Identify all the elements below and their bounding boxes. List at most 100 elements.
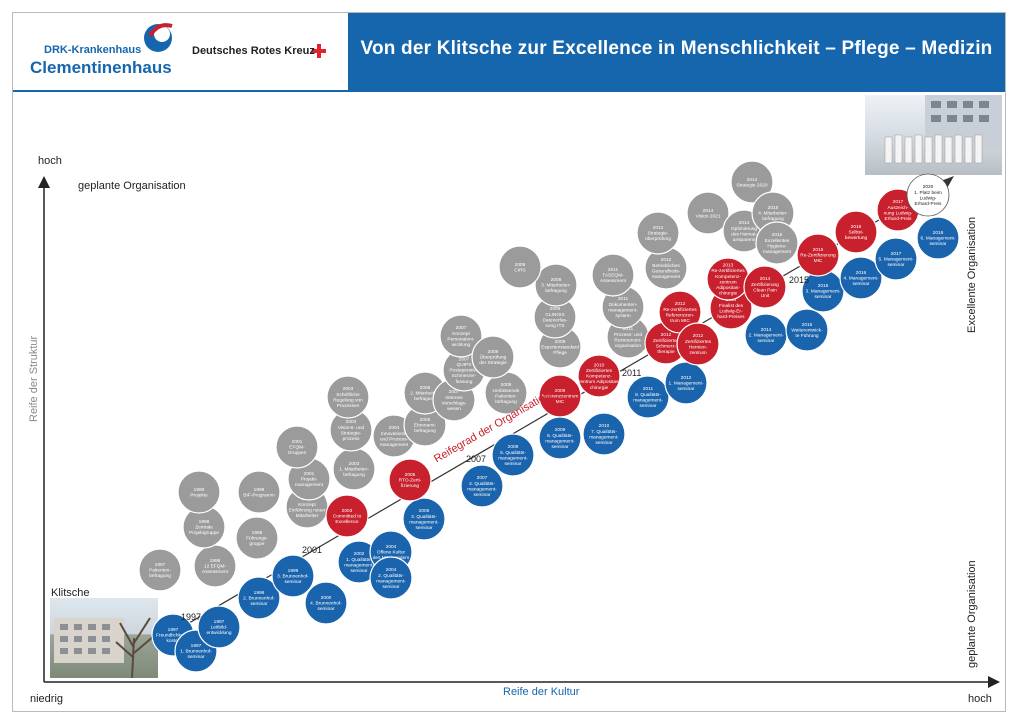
year-marker-layer: 1997 2001 2007 2011 2015 <box>181 275 809 622</box>
milestone-text: 2008 Umfassende Patienten-befragung <box>493 382 520 405</box>
milestone-circle <box>534 263 578 307</box>
logo-line-2: Clementinenhaus <box>30 58 172 77</box>
milestone-text: 2008 Überprüfung der Strategie <box>479 349 507 366</box>
milestone-text: 2012 Betriebliches Gesundheits-management <box>652 257 681 280</box>
milestone-circle <box>839 256 883 300</box>
milestone-text: 2003 1. Mitarbeiter-befragung <box>339 461 369 478</box>
milestone-circle <box>471 335 515 379</box>
milestone-red: 2016 Selbst-bewertung <box>834 210 878 254</box>
milestone-text: 2003 Visions- und Strategie-prozess <box>338 419 365 442</box>
milestone-circle <box>906 173 950 217</box>
milestone-grey: 2003 1. Mitarbeiter-befragung <box>332 447 376 491</box>
milestone-circle <box>664 361 708 405</box>
milestone-text: 2016 Selbst-bewertung <box>845 224 868 241</box>
milestone-circle <box>785 308 829 352</box>
milestone-blue: 2008 5. Qualitäts-management-seminar <box>491 433 535 477</box>
milestone-circle <box>369 556 413 600</box>
milestone-grey: 2009 CLINOIS Datenerfas-sung ITS <box>533 295 577 339</box>
milestone-text: 2010 7. Qualitäts-management-seminar <box>589 423 619 446</box>
milestone-text: 2001 Projekt-management <box>295 471 324 488</box>
milestone-grey: 1998 Projekte <box>177 470 221 514</box>
milestone-text: 2015 Re-Zertifizierung MIC <box>800 247 836 264</box>
drk-label: Deutsches Rotes Kreuz <box>192 45 315 57</box>
milestone-text: 2011 Dokumenten-management-system <box>608 296 638 319</box>
milestone-white: 2020 1. Platz beim Ludwig-Erhard-Preis <box>906 173 950 217</box>
milestone-text: 2001 EFQM-Gruppen <box>288 439 307 456</box>
milestone-blue: 2018 6. Management-seminar <box>916 216 960 260</box>
milestone-text: 2007 Konzept Personalent-wicklung <box>447 325 475 348</box>
milestone-circle <box>237 470 281 514</box>
header-band <box>348 13 1005 91</box>
milestone-red: 2009 Referenzzentrum MIC <box>538 374 582 418</box>
milestone-text: 1997 Leitbild-entwicklung <box>206 619 231 636</box>
milestone-circle <box>796 233 840 277</box>
page-title: Von der Klitsche zur Excellence in Mensc… <box>360 38 993 59</box>
logo-line-1: DRK-Krankenhaus <box>44 44 142 56</box>
milestone-grey: 2009 CIRS <box>498 245 542 289</box>
milestone-circle <box>275 425 319 469</box>
milestone-text: 2014 Vision 2021 <box>696 208 721 220</box>
milestone-circle <box>325 494 369 538</box>
milestone-circle <box>388 458 432 502</box>
year-marker: 2011 <box>622 368 641 378</box>
milestone-text: 2004 Innovations-und Prozess-management <box>380 425 409 448</box>
x-axis-title: Reife der Kultur <box>503 686 580 698</box>
year-marker: 2001 <box>302 545 322 555</box>
milestone-text: 1999 BIF-Programm <box>243 487 274 499</box>
milestone-grey: 1998 Führungs-gruppe <box>235 516 279 560</box>
milestone-text: 2012 1. Management-seminar <box>669 375 704 392</box>
milestone-text: 2018 6. Management-seminar <box>921 230 956 247</box>
milestone-grey: 2014 Vision 2021 <box>686 191 730 235</box>
milestone-circle <box>916 216 960 260</box>
milestone-red: 2005 RTO-Zerti-fizierung <box>388 458 432 502</box>
milestone-circle <box>237 576 281 620</box>
milestone-text: 2009 Expertenstandard Pflege <box>541 339 579 356</box>
milestone-grey: 2008 3. Mitarbeiter-befragung <box>534 263 578 307</box>
milestone-blue: 2017 5. Management-seminar <box>874 237 918 281</box>
milestone-grey: 2003 Visions- und Strategie-prozess <box>329 408 373 452</box>
milestone-grey: 2008 Überprüfung der Strategie <box>471 335 515 379</box>
milestone-blue: 2009 6. Qualitäts-management-seminar <box>538 416 582 460</box>
milestone-text: 2000 4. Brunnenhof-seminar <box>310 595 342 612</box>
milestone-text: 2002 1. Qualitäts-management-seminar <box>344 551 374 574</box>
milestone-blue: 1998 2. Brunnenhof-seminar <box>237 576 281 620</box>
milestone-circle <box>626 375 670 419</box>
milestone-text: 2015 Exzellentes Hygiene-management <box>763 232 792 255</box>
page-frame <box>12 12 1006 712</box>
milestone-text: 2015 Weiterentwick-te Führung <box>791 322 823 339</box>
milestone-text: 2017 Auszeich-nung Ludwig-Erhard-Preis <box>884 199 913 222</box>
milestone-text: 1998 Führungs-gruppe <box>246 530 268 547</box>
milestone-text: 2009 Referenzzentrum MIC <box>542 388 579 405</box>
milestone-text: 2012 Strategie-überprüfung <box>645 225 671 242</box>
milestone-text: 2007 QUIPS Postoperative Schmerzer-fassung <box>449 356 479 384</box>
milestone-text: 2005 RTO-Zerti-fizierung <box>399 472 422 489</box>
milestone-text: 2004 2. Qualitäts-management-seminar <box>376 567 406 590</box>
axes <box>38 176 1000 688</box>
milestone-circle <box>755 221 799 265</box>
milestone-text: 2010 Zertifiziertes Kompetenz-zentrum Adip… <box>578 362 621 390</box>
milestone-circle <box>743 265 787 309</box>
year-marker: 2015 <box>789 275 809 285</box>
milestone-text: 2014 Strategie 2020 <box>736 177 768 189</box>
milestone-circle <box>636 211 680 255</box>
top-left-label: geplante Organisation <box>78 180 186 192</box>
y-high-label: hoch <box>38 155 62 167</box>
milestone-text: 2012 Re-zertifiziertes Referenzzen-trum MI… <box>663 301 697 324</box>
milestone-circle <box>197 605 241 649</box>
milestone-grey: 2015 Exzellentes Hygiene-management <box>755 221 799 265</box>
milestone-text: 2008 3. Mitarbeiter-befragung <box>541 277 571 294</box>
milestone-text: 2015 4. Mitarbeiter-befragung <box>758 205 788 222</box>
milestone-circle <box>491 433 535 477</box>
milestone-grey: 1998 Zentrale Projektgruppe <box>182 505 226 549</box>
milestone-blue: 2004 2. Qualitäts-management-seminar <box>369 556 413 600</box>
milestone-grey: 2008 Umfassende Patienten-befragung <box>484 371 528 415</box>
red-cross-icon <box>312 44 326 58</box>
milestone-text: 2006 2. Mitarbeiter-befragung <box>410 385 440 402</box>
milestone-blue: 2015 Weiterentwick-te Führung <box>785 308 829 352</box>
milestone-circle <box>676 322 720 366</box>
milestone-text: 2009 CIRS <box>514 262 525 274</box>
milestone-text: 2014 Zertifizierung Clean Pain Unit <box>751 276 779 299</box>
